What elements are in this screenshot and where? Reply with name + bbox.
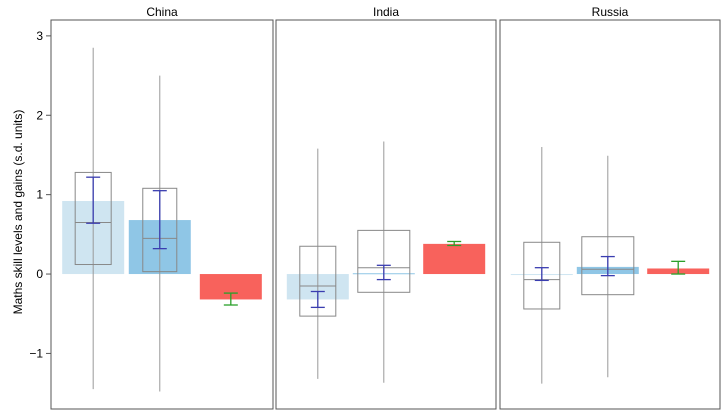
gain-ci [223,292,238,306]
level1-ci [534,267,549,282]
panel-russia: Russia [499,5,721,410]
level2-box-iqr [142,187,178,273]
panel-title: Russia [592,5,629,19]
y-tick-label-0: 3 [36,29,43,43]
level2-ci [600,255,615,277]
panel-title: India [373,5,399,19]
panel-title: China [146,5,178,19]
level1-box-iqr [523,241,561,310]
level2-box-iqr [581,236,635,296]
panel-border [275,19,497,410]
panel-china: China [50,5,274,410]
y-tick-label-3: 0 [36,267,43,281]
panel-border [499,19,721,410]
y-axis: 3 2 1 0 −1 [29,29,51,360]
level2-ci [152,190,167,250]
panel-india: India [275,5,497,410]
y-tick-label-4: −1 [29,346,43,360]
level1-ci [310,290,325,309]
level2-ci [376,264,391,281]
gain-ci [671,260,686,275]
level1-ci [86,176,101,224]
facet-panels: China India Russia [50,5,721,410]
gain-bar [423,243,486,275]
y-axis-label: Maths skill levels and gains (s.d. units… [11,110,25,315]
y-tick-label-1: 2 [36,108,43,122]
level1-box [299,148,337,379]
level1-box [523,147,561,384]
y-tick-label-2: 1 [36,188,43,202]
gain-ci [447,240,462,247]
level1-box-iqr [74,171,112,266]
level2-box-iqr [357,229,411,293]
level2-box [357,141,411,383]
level1-box-iqr [299,245,337,317]
panel-border [50,19,274,410]
